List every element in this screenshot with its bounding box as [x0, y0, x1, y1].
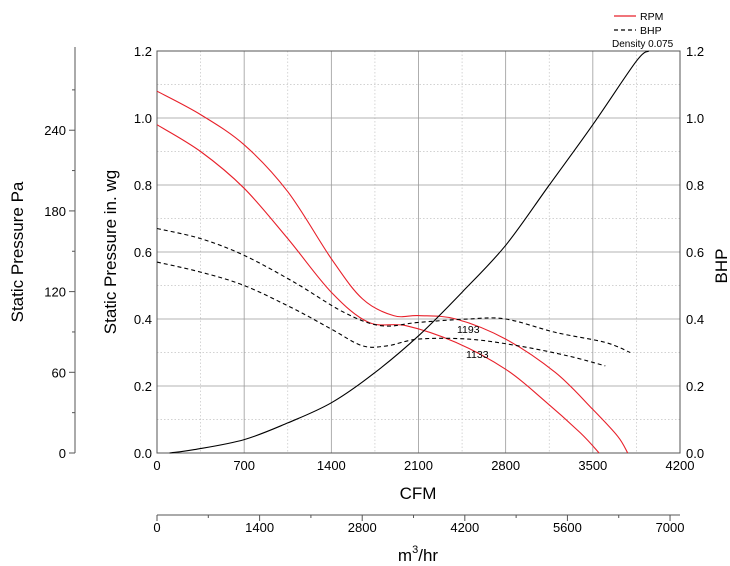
plot-frame — [156, 50, 681, 454]
y2-tick-label: 120 — [44, 285, 66, 300]
legend-bhp-label: BHP — [640, 25, 662, 37]
y2-tick-label: 240 — [44, 123, 66, 138]
legend: RPM BHP Density 0.075 — [612, 11, 674, 50]
x-tick-label: 700 — [233, 458, 255, 473]
x2-tick-label: 5600 — [553, 520, 582, 535]
y-right-tick-label: 0.2 — [686, 379, 704, 394]
axis-ticks: 0 700 1400 2100 2800 3500 42000.00.20.40.60.81… — [44, 44, 704, 535]
y-right-tick-label: 1.0 — [686, 111, 704, 126]
curve-label-1193: 1193 — [457, 324, 480, 336]
x-tick-label: 2100 — [404, 458, 433, 473]
legend-density-note: Density 0.075 — [612, 39, 674, 50]
y-left-tick-label: 0.6 — [134, 245, 152, 260]
bhp-1193-line — [156, 227, 631, 354]
y-right-tick-label: 0.8 — [686, 178, 704, 193]
y-left-tick-label: 0.2 — [134, 379, 152, 394]
x-tick-label: 0 — [153, 458, 160, 473]
series-group — [156, 50, 650, 454]
y-left-axis-label: Static Pressure in. wg — [101, 170, 120, 334]
y-left-tick-label: 0.8 — [134, 178, 152, 193]
legend-rpm-label: RPM — [640, 11, 663, 23]
bhp-1133-line — [156, 261, 606, 367]
y2-tick-label: 0 — [59, 446, 66, 461]
y-right-tick-label: 0.0 — [686, 446, 704, 461]
y-left2-axis-label: Static Pressure Pa — [8, 181, 27, 322]
y-right-tick-label: 0.6 — [686, 245, 704, 260]
x2-tick-label: 0 — [153, 520, 160, 535]
x-tick-label: 3500 — [578, 458, 607, 473]
x2-tick-label: 7000 — [656, 520, 685, 535]
y-left-tick-label: 0.0 — [134, 446, 152, 461]
y2-tick-label: 60 — [52, 365, 66, 380]
x2-tick-label: 1400 — [245, 520, 274, 535]
x2-tick-label: 2800 — [348, 520, 377, 535]
y-left-tick-label: 1.0 — [134, 111, 152, 126]
x2-axis-label: m3/hr — [398, 544, 438, 565]
x-axis-label: CFM — [400, 484, 437, 503]
x2-tick-label: 4200 — [450, 520, 479, 535]
x-tick-label: 2800 — [491, 458, 520, 473]
rpm-1193-line — [156, 90, 629, 454]
y2-tick-label: 180 — [44, 204, 66, 219]
x-tick-label: 4200 — [666, 458, 695, 473]
x-tick-label: 1400 — [317, 458, 346, 473]
rpm-1133-line — [156, 124, 600, 454]
system-curve-line — [169, 50, 650, 454]
y-left-tick-label: 1.2 — [134, 44, 152, 59]
grid — [157, 51, 680, 453]
y-right-tick-label: 1.2 — [686, 44, 704, 59]
curve-label-1133: 1133 — [466, 349, 489, 361]
y-left-tick-label: 0.4 — [134, 312, 152, 327]
y-right-tick-label: 0.4 — [686, 312, 704, 327]
y-right-axis-label: BHP — [712, 249, 730, 284]
